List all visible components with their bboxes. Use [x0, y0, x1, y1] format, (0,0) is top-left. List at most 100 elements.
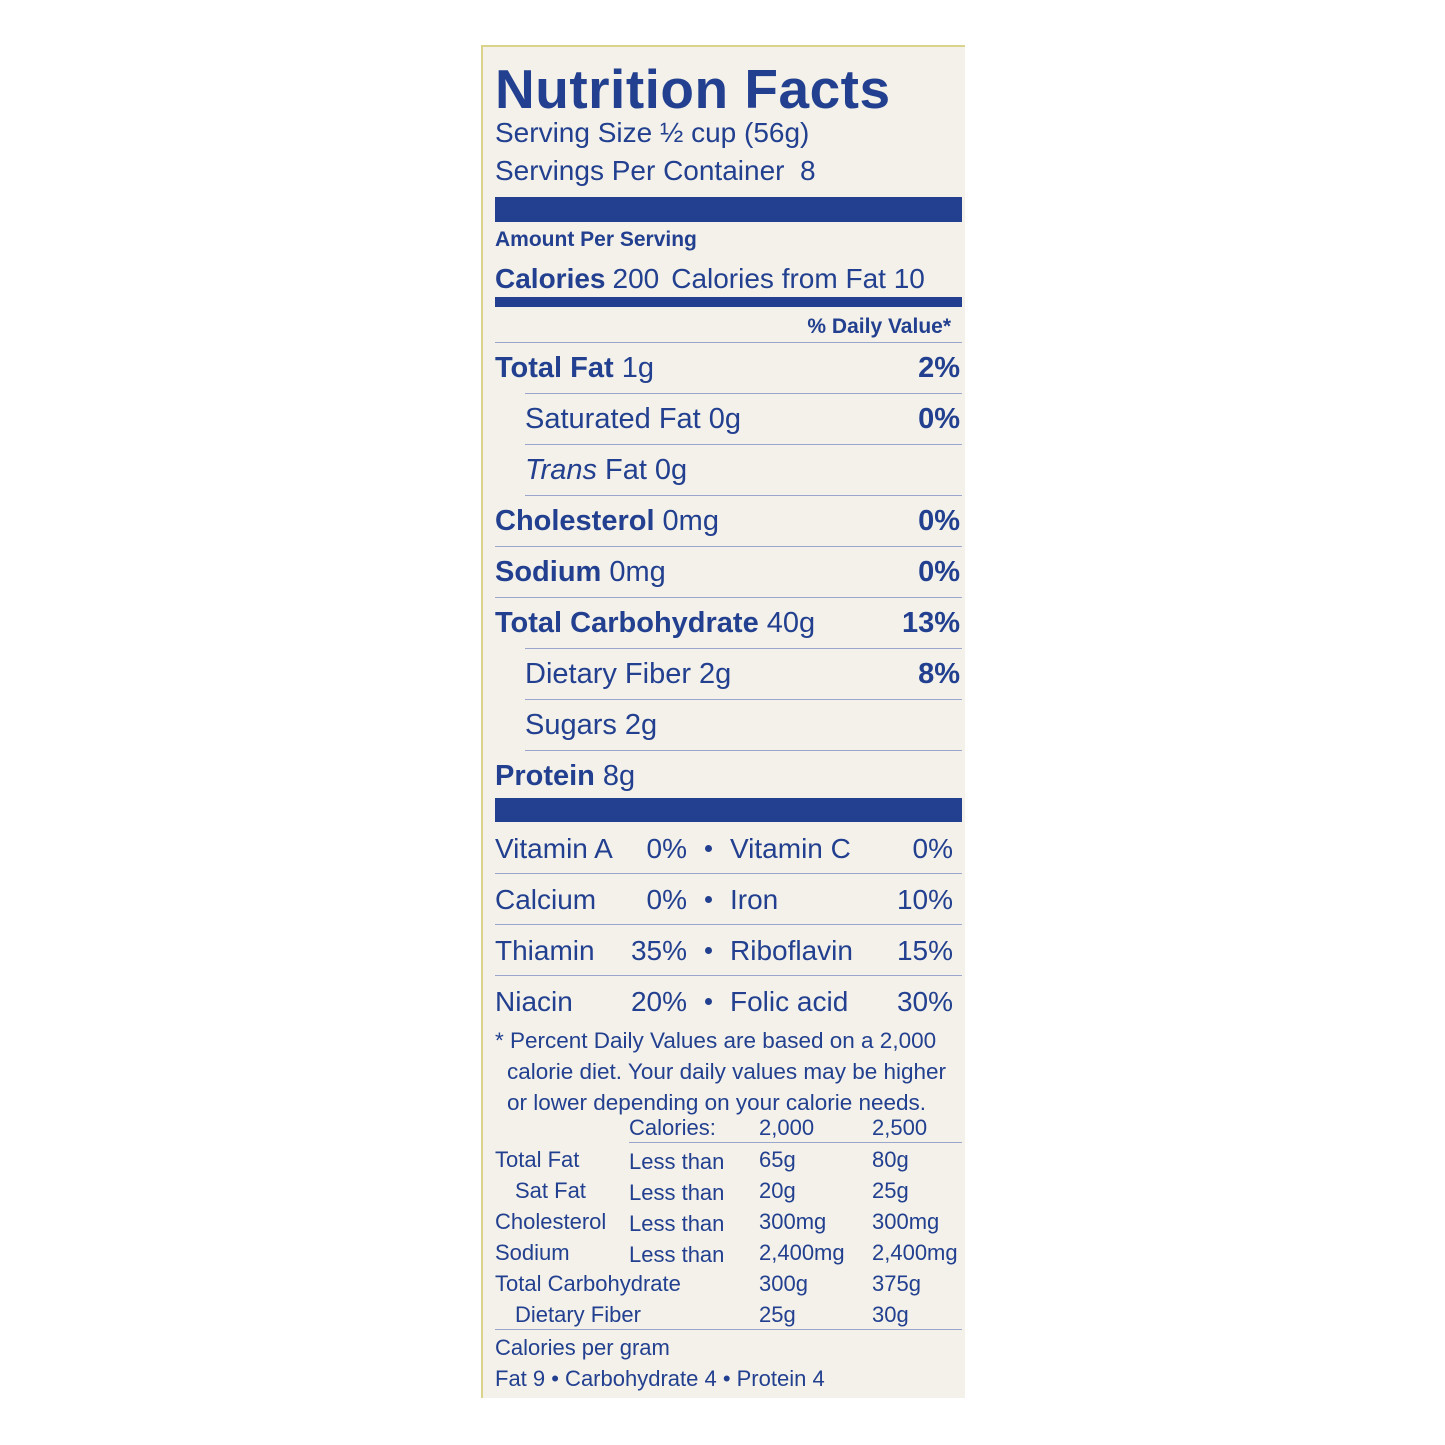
- table-name: Sat Fat: [515, 1178, 586, 1203]
- table-name: Total Fat: [495, 1147, 580, 1172]
- table-name: Total Carbohydrate: [495, 1271, 681, 1296]
- nutrient-amount: 0g: [708, 403, 741, 435]
- vitamin-value: 10%: [896, 884, 953, 915]
- table-name: Cholesterol: [495, 1209, 607, 1234]
- rule-line: [495, 873, 962, 874]
- nutrient-daily-value: 2%: [918, 352, 960, 384]
- nutrient-daily-value: 0%: [918, 556, 960, 588]
- nutrient-name: Dietary Fiber: [525, 658, 691, 690]
- nutrient-row: Sugars 2g: [525, 700, 657, 751]
- vitamin-name: Vitamin A: [495, 833, 613, 864]
- table-header: 2,500: [872, 1115, 928, 1140]
- nutrient-amount: 8g: [602, 760, 636, 792]
- nutrient-row: Cholesterol 0mg: [495, 496, 719, 547]
- bullet: [705, 947, 712, 954]
- rule-line: [525, 444, 962, 445]
- table-name: Dietary Fiber: [515, 1302, 641, 1327]
- table-value: 25g: [872, 1178, 909, 1203]
- vitamin-value: 15%: [896, 935, 953, 966]
- table-value: 20g: [759, 1178, 796, 1203]
- table-value: 80g: [872, 1147, 909, 1172]
- vitamin-name: Thiamin: [495, 935, 595, 966]
- bullet: [705, 998, 712, 1005]
- rule-line: [495, 546, 962, 547]
- nutrient-name: Cholesterol: [495, 505, 655, 537]
- rule-line: [495, 342, 962, 343]
- vitamin-name: Iron: [730, 884, 779, 915]
- table-value: 300mg: [759, 1209, 827, 1234]
- rule-line: [495, 597, 962, 598]
- rule-line: [525, 750, 962, 751]
- servings-per-container: Servings Per Container 8: [495, 155, 816, 186]
- vitamin-name: Vitamin C: [730, 833, 851, 864]
- nutrient-amount: 2g: [699, 658, 732, 690]
- table-value: 300g: [759, 1271, 808, 1296]
- thick-rule: [495, 197, 962, 222]
- vitamin-value: 30%: [896, 986, 953, 1017]
- nutrient-daily-value: 8%: [918, 658, 960, 690]
- amount-per-serving: Amount Per Serving: [495, 228, 697, 251]
- nutrient-name: Total Fat: [495, 352, 614, 384]
- rule-line: [525, 495, 962, 496]
- rule-line: [495, 975, 962, 976]
- bullet: [705, 845, 712, 852]
- nutrient-name: Fat: [604, 454, 647, 486]
- nutrient-daily-value: 13%: [901, 607, 960, 639]
- nutrient-row: Total Carbohydrate 40g: [495, 598, 815, 649]
- table-header: Calories:: [629, 1115, 716, 1140]
- thick-rule: [495, 798, 962, 822]
- rule-line: [525, 393, 962, 394]
- nutrient-amount: 0mg: [662, 505, 719, 537]
- nutrient-daily-value: 0%: [918, 403, 960, 435]
- nutrient-row: Saturated Fat 0g: [525, 394, 741, 445]
- title: Nutrition Facts: [495, 58, 891, 120]
- bullet: [705, 896, 712, 903]
- table-header: 2,000: [759, 1115, 815, 1140]
- vitamin-value: 20%: [630, 986, 687, 1017]
- table-value: 2,400mg: [759, 1240, 845, 1265]
- vitamin-name: Calcium: [495, 884, 597, 915]
- vitamin-name: Niacin: [495, 986, 573, 1017]
- nutrient-row: Total Fat 1g: [495, 343, 654, 394]
- rule-line: [495, 1329, 962, 1330]
- calories-per-gram-values: Fat 9 • Carbohydrate 4 • Protein 4: [495, 1366, 825, 1391]
- footnote: * Percent Daily Values are based on a 2,…: [495, 1028, 947, 1115]
- calories-per-gram: Calories per gram: [495, 1335, 670, 1360]
- nutrient-row: Sodium 0mg: [495, 547, 666, 598]
- rule-line: [525, 648, 962, 649]
- table-value: 30g: [872, 1302, 909, 1327]
- medium-rule: [495, 297, 962, 307]
- calories-from-fat: Calories from Fat 10: [671, 263, 925, 294]
- nutrient-amount: 40g: [766, 607, 816, 639]
- nutrient-daily-value: 0%: [918, 505, 960, 537]
- table-name: Sodium: [495, 1240, 570, 1265]
- nutrition-panel: Nutrition Facts Serving Size ½ cup (56g) S…: [481, 45, 965, 1398]
- vitamin-name: Riboflavin: [730, 935, 853, 966]
- serving-size: Serving Size ½ cup (56g): [495, 117, 810, 148]
- daily-value-header: % Daily Value*: [807, 315, 951, 338]
- nutrient-name: Saturated Fat: [525, 403, 701, 435]
- nutrient-name: Sodium: [495, 556, 602, 588]
- nutrient-name: Sugars: [525, 709, 617, 741]
- vitamin-value: 0%: [646, 884, 687, 915]
- nutrient-amount: 0mg: [609, 556, 666, 588]
- nutrient-name-italic: Trans: [525, 454, 597, 486]
- table-value: 65g: [759, 1147, 796, 1172]
- nutrient-row: Trans Fat 0g: [525, 445, 687, 496]
- table-limit: Less than: [629, 1242, 725, 1267]
- table-limit: Less than: [629, 1211, 725, 1236]
- nutrient-amount: 2g: [624, 709, 658, 741]
- calories-value: 200: [612, 263, 660, 294]
- rule-line: [629, 1142, 962, 1143]
- table-value: 300mg: [872, 1209, 940, 1234]
- rule-line: [525, 699, 962, 700]
- nutrient-amount: 1g: [621, 352, 654, 384]
- table-limit: Less than: [629, 1149, 725, 1174]
- rule-line: [495, 924, 962, 925]
- nutrient-amount: 0g: [654, 454, 688, 486]
- table-limit: Less than: [629, 1180, 725, 1205]
- vitamin-value: 0%: [646, 833, 687, 864]
- table-value: 2,400mg: [872, 1240, 958, 1265]
- vitamin-value: 0%: [912, 833, 953, 864]
